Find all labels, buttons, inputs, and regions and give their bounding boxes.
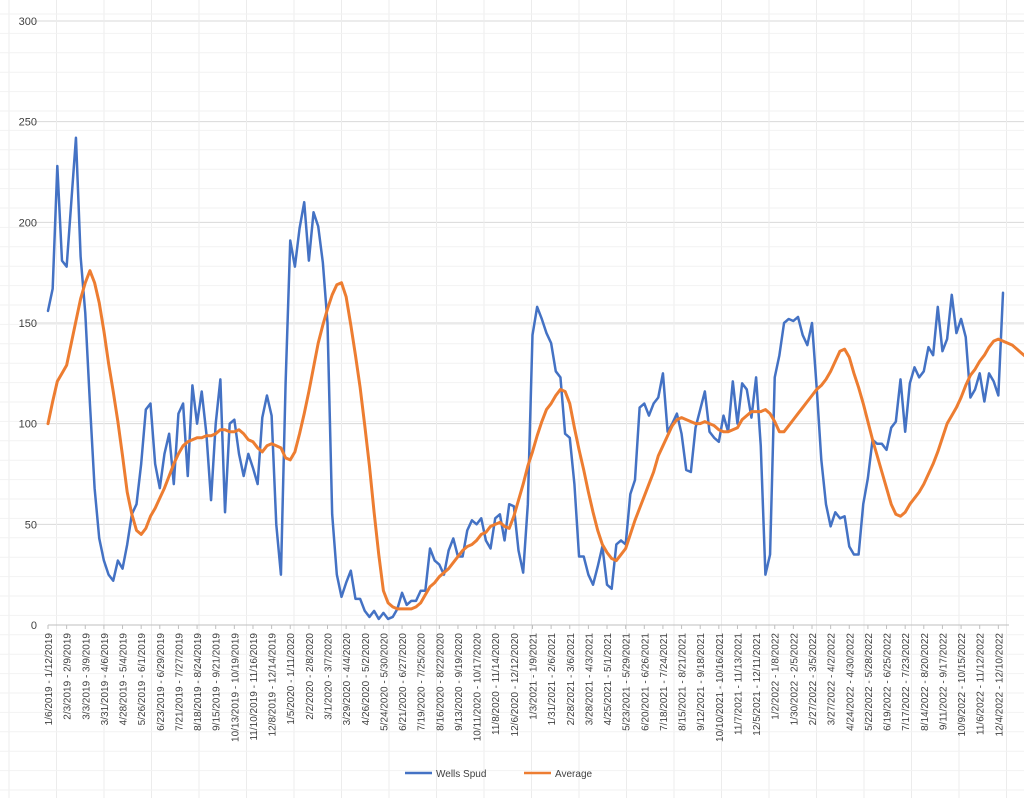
x-tick-label: 1/31/2021 - 2/6/2021 — [547, 633, 558, 726]
x-tick-label: 6/21/2020 - 6/27/2020 — [398, 633, 409, 731]
legend-label-average: Average — [555, 769, 593, 780]
x-tick-label: 11/8/2020 - 11/14/2020 — [491, 633, 502, 735]
x-tick-label: 4/25/2021 - 5/1/2021 — [603, 633, 614, 726]
x-tick-label: 10/9/2022 - 10/15/2022 — [957, 633, 968, 737]
x-tick-label: 12/5/2021 - 12/11/2021 — [752, 633, 763, 736]
y-tick-label-250: 250 — [19, 117, 37, 129]
x-tick-label: 5/24/2020 - 5/30/2020 — [379, 633, 390, 731]
x-tick-label: 4/24/2022 - 4/30/2022 — [845, 633, 856, 731]
y-tick-label-50: 50 — [25, 519, 37, 531]
x-tick-label: 8/18/2019 - 8/24/2019 — [193, 633, 204, 731]
x-tick-label: 10/13/2019 - 10/19/2019 — [230, 633, 241, 742]
x-tick-label: 3/31/2019 - 4/6/2019 — [100, 633, 111, 726]
x-tick-label: 8/15/2021 - 8/21/2021 — [678, 633, 689, 731]
x-tick-label: 5/22/2022 - 5/28/2022 — [864, 633, 875, 731]
x-tick-label: 7/18/2021 - 7/24/2021 — [659, 633, 670, 731]
x-tick-label: 7/19/2020 - 7/25/2020 — [417, 633, 428, 731]
x-tick-label: 11/6/2022 - 11/12/2022 — [976, 633, 987, 735]
x-tick-label: 9/12/2021 - 9/18/2021 — [696, 633, 707, 731]
y-tick-label-100: 100 — [19, 419, 37, 431]
x-tick-label: 12/6/2020 - 12/12/2020 — [510, 633, 521, 737]
legend: Wells Spud Average — [405, 769, 593, 780]
x-tick-label: 4/28/2019 - 5/4/2019 — [119, 633, 130, 726]
x-tick-label: 3/3/2019 - 3/9/2019 — [81, 633, 92, 720]
x-tick-label: 11/7/2021 - 11/13/2021 — [733, 633, 744, 735]
x-tick-label: 6/19/2022 - 6/25/2022 — [883, 633, 894, 731]
x-tick-label: 2/28/2021 - 3/6/2021 — [566, 633, 577, 726]
x-tick-label: 3/1/2020 - 3/7/2020 — [324, 633, 335, 720]
x-tick-label: 8/16/2020 - 8/22/2020 — [435, 633, 446, 731]
x-tick-label: 9/11/2022 - 9/17/2022 — [938, 633, 949, 731]
legend-label-wells-spud: Wells Spud — [436, 769, 486, 780]
x-tick-label: 2/2/2020 - 2/8/2020 — [305, 633, 316, 720]
x-tick-label: 8/14/2022 - 8/20/2022 — [920, 633, 931, 731]
x-tick-label: 10/11/2020 - 10/17/2020 — [473, 633, 484, 742]
x-tick-label: 7/17/2022 - 7/23/2022 — [901, 633, 912, 731]
x-tick-label: 5/26/2019 - 6/1/2019 — [137, 633, 148, 726]
x-tick-label: 7/21/2019 - 7/27/2019 — [174, 633, 185, 731]
x-tick-label: 1/3/2021 - 1/9/2021 — [528, 633, 539, 720]
x-tick-label: 2/27/2022 - 3/5/2022 — [808, 633, 819, 726]
series-line-average — [46, 269, 1024, 611]
x-tick-label: 3/28/2021 - 4/3/2021 — [584, 633, 595, 726]
x-tick-label: 9/13/2020 - 9/19/2020 — [454, 633, 465, 731]
x-tick-label: 3/27/2022 - 4/2/2022 — [827, 633, 838, 726]
x-axis-tick-labels: 1/6/2019 - 1/12/2019 2/3/2019 - 2/9/2019 3… — [44, 625, 1005, 742]
y-tick-label-0: 0 — [31, 620, 37, 632]
series-line-wells-spud — [46, 136, 1005, 621]
x-tick-label: 1/30/2022 - 2/5/2022 — [789, 633, 800, 726]
x-tick-label: 9/15/2019 - 9/21/2019 — [212, 633, 223, 731]
x-tick-label: 4/26/2020 - 5/2/2020 — [361, 633, 372, 726]
x-tick-label: 5/23/2021 - 5/29/2021 — [622, 633, 633, 731]
y-tick-label-150: 150 — [19, 318, 37, 330]
x-tick-label: 1/6/2019 - 1/12/2019 — [44, 633, 55, 726]
y-axis-tick-labels: 0 50 100 150 200 250 300 — [19, 16, 37, 632]
x-tick-label: 1/2/2022 - 1/8/2022 — [771, 633, 782, 720]
x-tick-label: 1/5/2020 - 1/11/2020 — [286, 633, 297, 725]
series-lines — [46, 136, 1024, 621]
x-tick-label: 10/10/2021 - 10/16/2021 — [715, 633, 726, 742]
x-tick-label: 3/29/2020 - 4/4/2020 — [342, 633, 353, 726]
x-tick-label: 11/10/2019 - 11/16/2019 — [249, 633, 260, 741]
y-tick-label-300: 300 — [19, 16, 37, 28]
x-tick-label: 12/8/2019 - 12/14/2019 — [268, 633, 279, 737]
y-tick-label-200: 200 — [19, 217, 37, 229]
x-tick-label: 12/4/2022 - 12/10/2022 — [994, 633, 1005, 737]
x-tick-label: 2/3/2019 - 2/9/2019 — [63, 633, 74, 720]
x-tick-label: 6/23/2019 - 6/29/2019 — [156, 633, 167, 731]
x-tick-label: 6/20/2021 - 6/26/2021 — [640, 633, 651, 731]
